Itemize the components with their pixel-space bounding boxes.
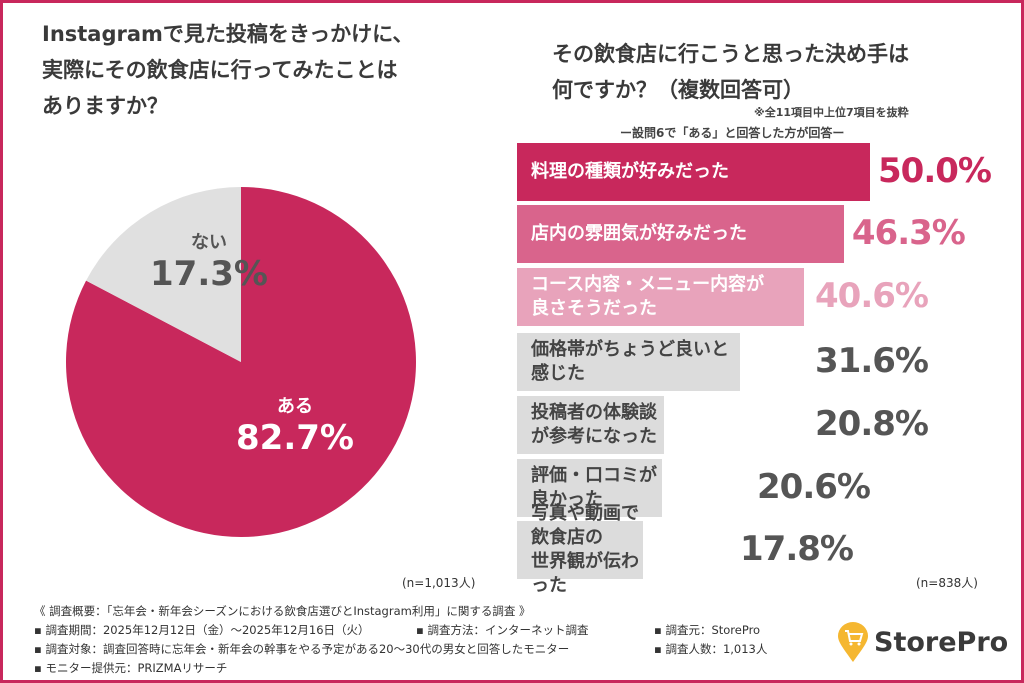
pie-label-yes: ある 82.7%: [236, 392, 354, 458]
survey-source: ▪ 調査元：StorePro: [654, 623, 761, 637]
pie-chart-title: Instagramで見た投稿をきっかけに、 実際にその飲食店に行ってみたことは …: [42, 22, 414, 118]
bar-value-label: 31.6%: [815, 341, 929, 381]
bar-1: 料理の種類が好みだった: [517, 143, 870, 201]
bar-value-label: 17.8%: [740, 529, 854, 569]
pie-sample-size: (n=1,013人): [402, 576, 476, 590]
bar-label: 料理の種類が好みだった: [531, 161, 729, 182]
survey-provider: ▪ モニター提供元：PRIZMAリサーチ: [34, 661, 228, 675]
bar-value-label: 20.6%: [757, 467, 871, 507]
bar-label: 価格帯がちょうど良いと感じた: [531, 339, 729, 384]
pie-slice-no: [86, 187, 241, 362]
bar-value-label: 40.6%: [815, 276, 929, 316]
survey-target: ▪ 調査対象：調査回答時に忘年会・新年会の幹事をやる予定がある20〜30代の男女…: [34, 642, 570, 656]
bar-chart-title: その飲食店に行こうと思った決め手は 何ですか？（複数回答可）: [552, 42, 909, 102]
pie-label-no: ない 17.3%: [150, 228, 268, 294]
bar-label: コース内容・メニュー内容が 良さそうだった: [531, 274, 765, 319]
survey-method: ▪ 調査方法：インターネット調査: [416, 623, 589, 637]
bar-value-label: 50.0%: [878, 151, 992, 191]
bar-label: 評価・口コミが良かった: [531, 465, 657, 510]
pie-label-no-value: 17.3%: [150, 254, 268, 294]
pie-chart: [65, 187, 416, 537]
pie-label-no-text: ない: [190, 232, 227, 253]
bar-3: コース内容・メニュー内容が 良さそうだった: [517, 268, 804, 326]
survey-overview: 《 調査概要：「忘年会・新年会シーズンにおける飲食店選びとInstagram利用…: [34, 604, 531, 618]
survey-count: ▪ 調査人数：1,013人: [654, 642, 768, 656]
bar-value-label: 20.8%: [815, 404, 929, 444]
survey-period: ▪ 調査期間：2025年12月12日（金）〜2025年12月16日（火）: [34, 623, 370, 637]
storepro-logo: StorePro: [838, 622, 1008, 662]
bar-sample-size: (n=838人): [916, 576, 978, 590]
bar-label: 店内の雰囲気が好みだった: [531, 223, 747, 244]
pie-label-yes-text: ある: [276, 396, 313, 417]
bar-7: 写真や動画で飲食店の 世界観が伝わった: [517, 503, 643, 596]
bar-2: 店内の雰囲気が好みだった: [517, 205, 844, 263]
survey-footer: 《 調査概要：「忘年会・新年会シーズンにおける飲食店選びとInstagram利用…: [34, 602, 767, 678]
bar-note-condition: ー設問6で「ある」と回答した方が回答ー: [620, 126, 845, 140]
bar-6: 評価・口コミが良かった: [517, 459, 663, 517]
bar-note-top7: ※全11項目中上位7項目を抜粋: [754, 106, 909, 119]
bar-4: 価格帯がちょうど良いと感じた: [517, 333, 741, 391]
pie-slice-yes: [65, 187, 416, 537]
logo-text: StorePro: [874, 626, 1009, 658]
bar-label: 写真や動画で飲食店の 世界観が伝わった: [531, 503, 639, 596]
bar-value-label: 46.3%: [851, 213, 966, 253]
cart-pin-icon: [838, 622, 868, 662]
pie-label-yes-value: 82.7%: [236, 418, 354, 458]
bar-5: 投稿者の体験談が参考になった: [517, 396, 664, 454]
bar-label: 投稿者の体験談が参考になった: [531, 402, 657, 447]
